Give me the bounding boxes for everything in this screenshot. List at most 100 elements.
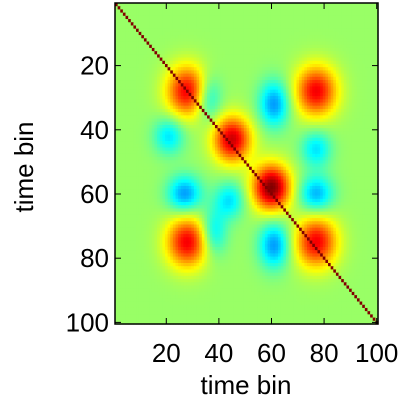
heatmap-cell <box>333 112 337 116</box>
heatmap-cell <box>117 38 121 43</box>
heatmap-cell <box>375 134 379 139</box>
heatmap-cell <box>120 38 124 43</box>
heatmap-cell <box>180 124 184 129</box>
heatmap-cell <box>243 38 248 43</box>
heatmap-cell <box>370 12 374 17</box>
heatmap-cell <box>259 92 263 97</box>
heatmap-cell <box>235 121 240 126</box>
heatmap-cell <box>170 105 174 110</box>
heatmap-cell <box>225 86 229 91</box>
heatmap-cell <box>309 22 313 27</box>
heatmap-cell <box>125 6 129 11</box>
heatmap-cell <box>235 54 240 59</box>
heatmap-cell <box>349 124 353 129</box>
heatmap-cell <box>193 102 198 107</box>
heatmap-cell <box>180 134 184 139</box>
heatmap-cell <box>146 144 150 149</box>
heatmap-cell <box>159 76 163 81</box>
heatmap-cell <box>264 121 269 126</box>
heatmap-cell <box>159 15 163 20</box>
heatmap-cell <box>320 153 324 158</box>
heatmap-cell <box>270 89 274 94</box>
heatmap-cell <box>278 41 282 46</box>
heatmap-cell <box>188 19 192 23</box>
heatmap-cell <box>138 147 142 152</box>
heatmap-cell <box>186 47 190 52</box>
heatmap-cell <box>306 134 311 139</box>
heatmap-cell <box>349 19 353 23</box>
heatmap-cell <box>306 57 311 62</box>
heatmap-cell <box>330 118 334 123</box>
heatmap-cell <box>246 38 250 43</box>
heatmap-cell <box>283 9 287 14</box>
heatmap-cell <box>141 124 145 129</box>
heatmap-cell <box>220 144 224 149</box>
heatmap-cell <box>193 57 198 62</box>
heatmap-cell <box>259 63 263 68</box>
heatmap-cell <box>264 28 269 33</box>
heatmap-cell <box>367 99 371 104</box>
heatmap-cell <box>309 92 313 97</box>
heatmap-cell <box>175 121 179 126</box>
heatmap-cell <box>283 96 287 100</box>
heatmap-cell <box>275 137 279 142</box>
heatmap-cell <box>259 54 263 59</box>
heatmap-cell <box>264 89 269 94</box>
heatmap-cell <box>162 147 166 152</box>
heatmap-cell <box>188 38 192 43</box>
heatmap-cell <box>180 153 184 158</box>
heatmap-cell <box>154 86 158 91</box>
heatmap-cell <box>293 57 298 62</box>
heatmap-cell <box>367 51 371 55</box>
heatmap-cell <box>230 22 234 27</box>
heatmap-cell <box>170 108 174 113</box>
heatmap-cell <box>312 118 316 123</box>
heatmap-cell <box>117 144 121 149</box>
heatmap-cell <box>335 15 340 20</box>
heatmap-cell <box>175 57 179 62</box>
heatmap-cell <box>314 92 319 97</box>
heatmap-cell <box>146 153 150 158</box>
heatmap-cell <box>233 160 237 165</box>
heatmap-cell <box>191 157 195 161</box>
heatmap-cell <box>151 108 156 113</box>
heatmap-cell <box>175 47 179 52</box>
heatmap-cell <box>372 105 376 110</box>
heatmap-cell <box>209 63 213 68</box>
heatmap-cell <box>186 118 190 123</box>
heatmap-cell <box>370 124 374 129</box>
heatmap-cell <box>164 51 169 55</box>
heatmap-cell <box>354 112 358 116</box>
heatmap-cell <box>275 63 279 68</box>
heatmap-cell <box>204 83 208 88</box>
heatmap-cell <box>149 105 153 110</box>
heatmap-cell <box>115 134 119 139</box>
heatmap-cell <box>196 63 200 68</box>
heatmap-cell <box>125 137 129 142</box>
heatmap-cell <box>141 108 145 113</box>
heatmap-cell <box>191 115 195 120</box>
heatmap-cell <box>356 157 361 161</box>
heatmap-cell <box>172 35 177 39</box>
heatmap-cell <box>285 3 290 7</box>
heatmap-cell <box>115 47 119 52</box>
heatmap-cell <box>338 124 342 129</box>
heatmap-cell <box>230 86 234 91</box>
heatmap-cell <box>349 96 353 100</box>
heatmap-cell <box>338 92 342 97</box>
heatmap-cell <box>238 96 242 100</box>
heatmap-cell <box>235 108 240 113</box>
heatmap-cell <box>130 96 135 100</box>
heatmap-cell <box>254 102 258 107</box>
heatmap-cell <box>375 131 379 136</box>
heatmap-cell <box>117 153 121 158</box>
heatmap-cell <box>270 28 274 33</box>
heatmap-cell <box>193 19 198 23</box>
heatmap-cell <box>175 6 179 11</box>
heatmap-cell <box>343 15 348 20</box>
heatmap-cell <box>122 86 127 91</box>
heatmap-cell <box>164 128 169 132</box>
heatmap-cell <box>183 63 187 68</box>
heatmap-cell <box>138 67 142 72</box>
heatmap-cell <box>359 76 363 81</box>
